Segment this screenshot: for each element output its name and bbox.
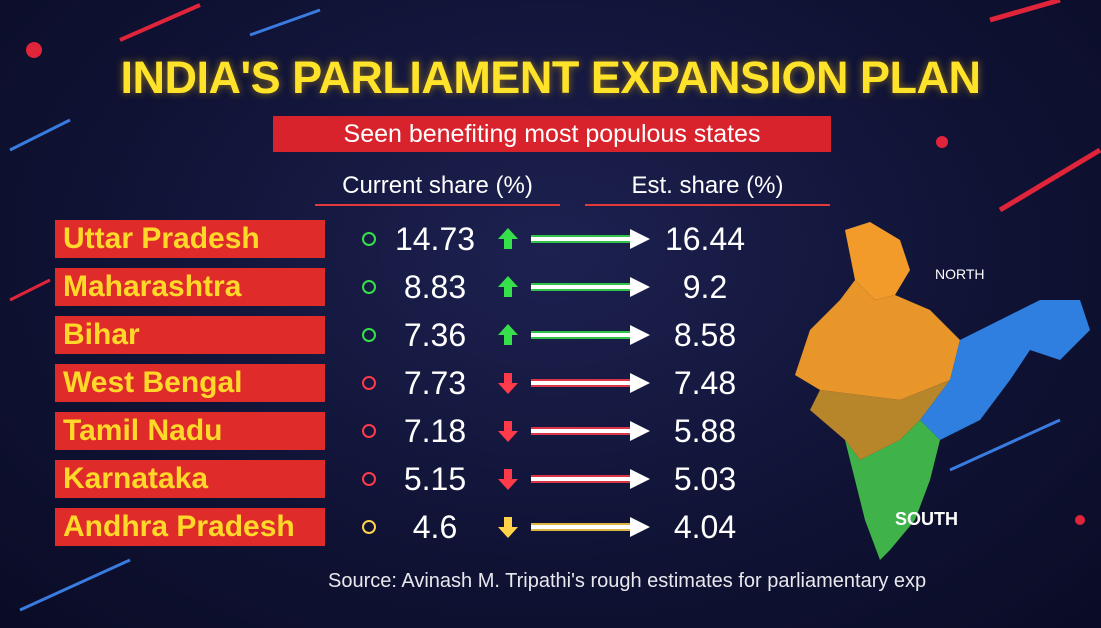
state-label: Uttar Pradesh xyxy=(55,220,325,258)
estimated-share: 7.48 xyxy=(673,365,737,401)
current-share: 5.15 xyxy=(403,461,467,497)
estimated-share: 4.04 xyxy=(673,509,737,545)
subtitle: Seen benefiting most populous states xyxy=(273,116,831,152)
map-label: NORTH xyxy=(935,266,985,282)
column-header: Est. share (%) xyxy=(585,170,830,206)
map-region xyxy=(845,222,910,300)
map-region xyxy=(845,420,940,560)
state-label: Tamil Nadu xyxy=(55,412,325,450)
state-label: Andhra Pradesh xyxy=(55,508,325,546)
current-share: 8.83 xyxy=(403,269,467,305)
trend-arrow xyxy=(362,469,650,490)
state-label: Karnataka xyxy=(55,460,325,498)
map-region xyxy=(920,300,1090,440)
estimated-share: 16.44 xyxy=(664,221,746,257)
trend-arrow xyxy=(362,324,650,345)
state-label: Bihar xyxy=(55,316,325,354)
current-share: 7.18 xyxy=(403,413,467,449)
column-header: Current share (%) xyxy=(315,170,560,206)
trend-arrow xyxy=(362,421,650,442)
trend-arrow xyxy=(362,373,650,394)
current-share: 14.73 xyxy=(394,221,476,257)
state-label: Maharashtra xyxy=(55,268,325,306)
map-region xyxy=(795,280,960,400)
estimated-share: 5.88 xyxy=(673,413,737,449)
trend-arrow xyxy=(362,276,650,297)
map-label: SOUTH xyxy=(895,509,958,529)
current-share: 4.6 xyxy=(412,509,458,545)
current-share: 7.36 xyxy=(403,317,467,353)
state-label: West Bengal xyxy=(55,364,325,402)
estimated-share: 8.58 xyxy=(673,317,737,353)
trend-arrow xyxy=(362,517,650,538)
source: Source: Avinash M. Tripathi's rough esti… xyxy=(328,570,927,592)
trend-arrow xyxy=(362,228,650,249)
estimated-share: 5.03 xyxy=(673,461,737,497)
estimated-share: 9.2 xyxy=(682,269,728,305)
current-share: 7.73 xyxy=(403,365,467,401)
title: INDIA'S PARLIAMENT EXPANSION PLAN xyxy=(120,52,981,103)
